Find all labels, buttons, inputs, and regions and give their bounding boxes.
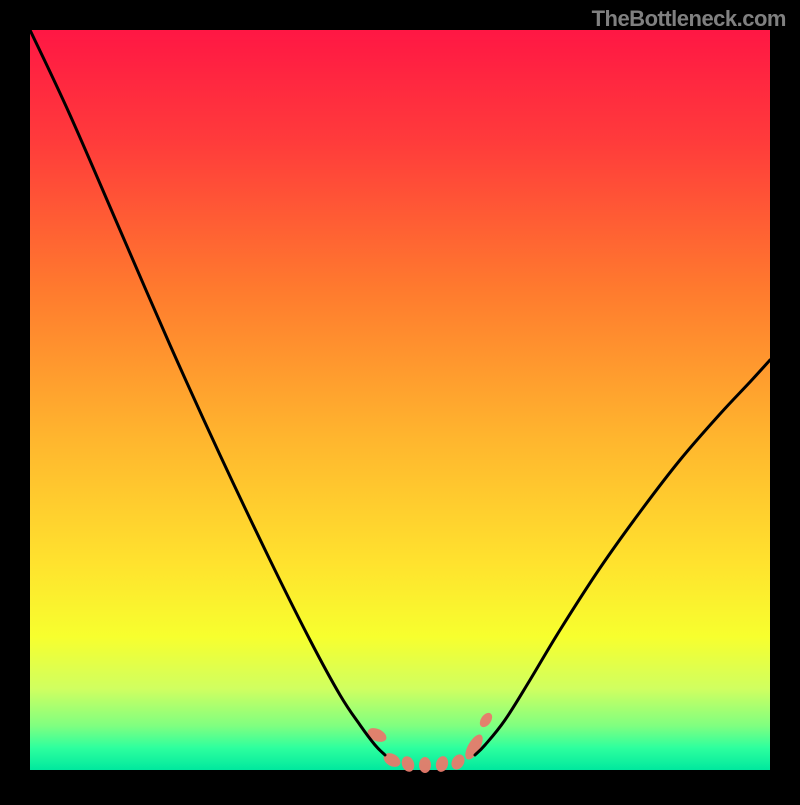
plot-background [30, 30, 770, 770]
highlight-marker [419, 757, 431, 773]
watermark-text: TheBottleneck.com [592, 6, 786, 32]
bottleneck-chart [0, 0, 800, 800]
